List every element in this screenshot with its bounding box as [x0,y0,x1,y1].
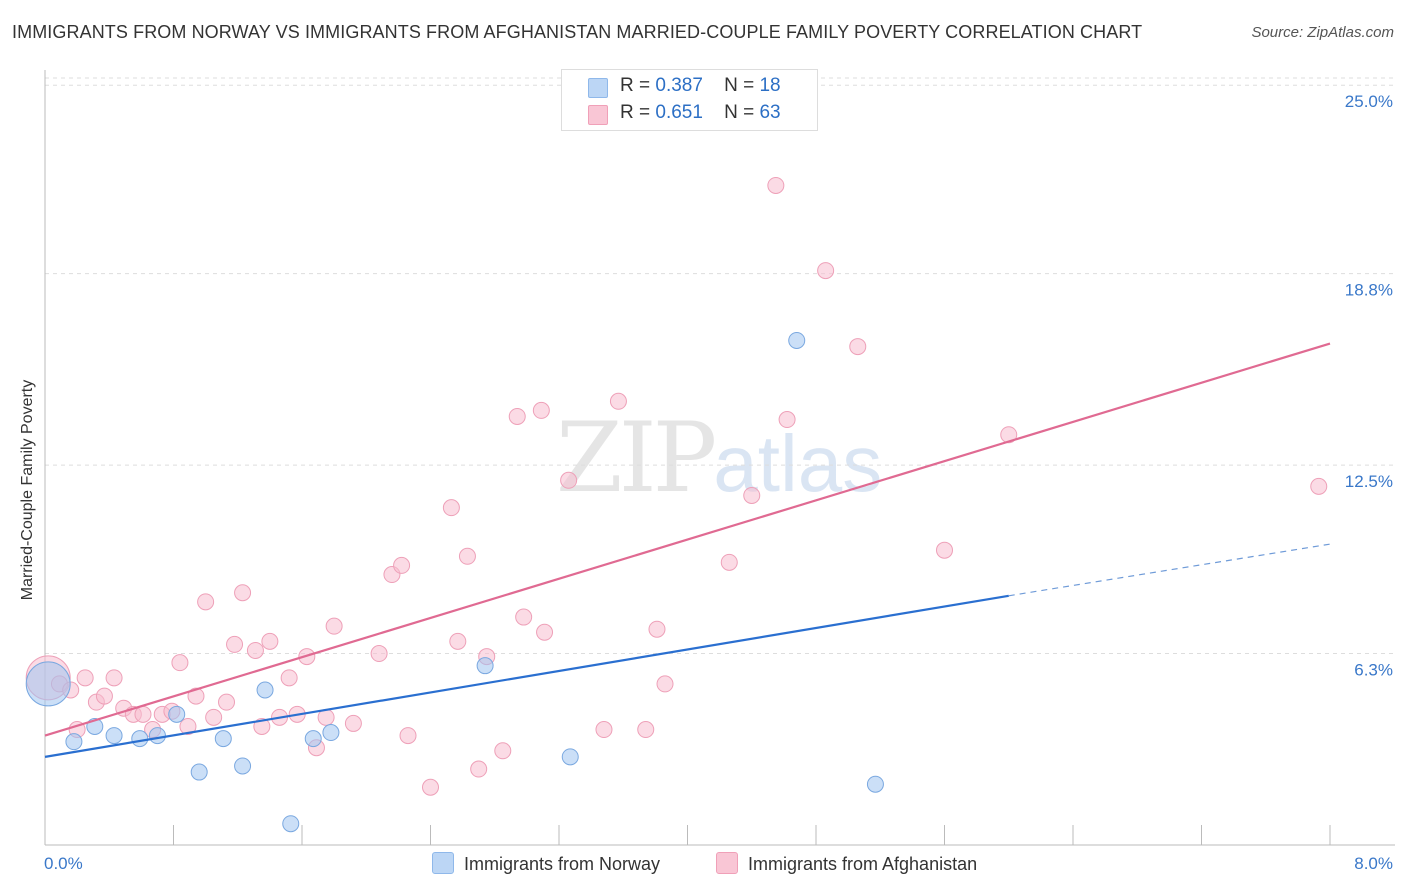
legend-r-value-afghanistan: 0.651 [655,102,703,123]
point-norway [148,727,166,745]
point-afghanistan [778,411,796,429]
point-norway [168,705,186,723]
point-afghanistan [370,645,388,663]
point-afghanistan [536,623,554,641]
point-afghanistan [532,401,550,419]
y-tick-label: 25.0% [1345,92,1393,111]
y-axis-label: Married-Couple Family Poverty [19,379,36,601]
bottom-legend-label-norway: Immigrants from Norway [464,854,661,874]
legend-n-label: N = [724,75,755,96]
point-norway [131,730,149,748]
point-afghanistan [458,547,476,565]
point-afghanistan [218,693,236,711]
point-afghanistan [393,556,411,574]
point-norway [256,681,274,699]
legend-swatch-afghanistan [588,105,608,125]
point-afghanistan [817,262,835,280]
point-afghanistan [449,632,467,650]
source-label: Source: ZipAtlas.com [1251,24,1394,41]
point-norway [322,724,340,742]
point-afghanistan [234,584,252,602]
point-norway [304,730,322,748]
bottom-legend-label-afghanistan: Immigrants from Afghanistan [748,854,978,874]
trend-line-afghanistan [44,342,1331,737]
legend-swatch-norway [588,78,608,98]
legend-n-value-norway: 18 [759,75,781,96]
point-afghanistan [743,486,761,504]
point-afghanistan [253,717,271,735]
point-norway [190,763,208,781]
point-norway [788,331,806,349]
point-norway [234,757,252,775]
point-afghanistan [105,669,123,687]
x-tick-label-min: 0.0% [44,854,83,873]
point-afghanistan [197,593,215,611]
point-afghanistan [609,392,627,410]
point-afghanistan [720,553,738,571]
point-afghanistan [560,471,578,489]
legend-r-label: R = [620,75,651,96]
point-afghanistan [246,641,264,659]
point-afghanistan [76,669,94,687]
legend-r-label: R = [620,102,651,123]
point-norway [282,815,300,833]
point-afghanistan [344,714,362,732]
point-afghanistan [637,721,655,739]
point-afghanistan [187,687,205,705]
point-afghanistan [936,541,953,559]
point-norway [866,775,884,793]
point-norway [561,748,579,766]
point-afghanistan [470,760,488,778]
bottom-legend-swatch-afghanistan [716,852,738,874]
point-norway [476,657,494,675]
point-afghanistan [261,632,279,650]
point-afghanistan [171,654,189,672]
y-tick-label: 6.3% [1354,661,1393,680]
point-afghanistan [399,727,417,745]
x-tick-label-max: 8.0% [1354,854,1393,873]
bottom-legend-norway: Immigrants from Norway [432,852,660,875]
point-afghanistan [442,499,460,517]
point-afghanistan [1310,477,1328,495]
trend-line-norway-extension [1008,543,1331,597]
legend-r-value-norway: 0.387 [655,75,703,96]
chart-title: IMMIGRANTS FROM NORWAY VS IMMIGRANTS FRO… [12,22,1143,42]
y-tick-label: 12.5% [1345,472,1393,491]
y-tick-label: 18.8% [1345,281,1393,300]
point-norway [25,661,71,707]
point-afghanistan [226,635,244,653]
point-afghanistan [95,687,113,705]
legend-box: R = 0.387 N = 18 R = 0.651 N = 63 [561,69,818,131]
point-afghanistan [205,708,223,726]
point-afghanistan [515,608,533,626]
point-afghanistan [508,407,526,425]
point-norway [105,727,123,745]
point-afghanistan [767,176,785,194]
point-afghanistan [595,721,613,739]
point-afghanistan [656,675,674,693]
point-norway [214,730,232,748]
point-norway [65,733,83,751]
point-afghanistan [849,338,867,356]
point-afghanistan [648,620,666,638]
point-afghanistan [494,742,512,760]
point-afghanistan [280,669,298,687]
bottom-legend-swatch-norway [432,852,454,874]
bottom-legend-afghanistan: Immigrants from Afghanistan [716,852,977,875]
point-afghanistan [422,778,439,796]
point-afghanistan [325,617,343,635]
trend-line-norway [44,594,1009,758]
point-afghanistan [134,705,152,723]
point-afghanistan [1000,426,1018,444]
legend-n-label: N = [724,102,755,123]
point-afghanistan [179,717,197,735]
legend-n-value-afghanistan: 63 [759,102,781,123]
